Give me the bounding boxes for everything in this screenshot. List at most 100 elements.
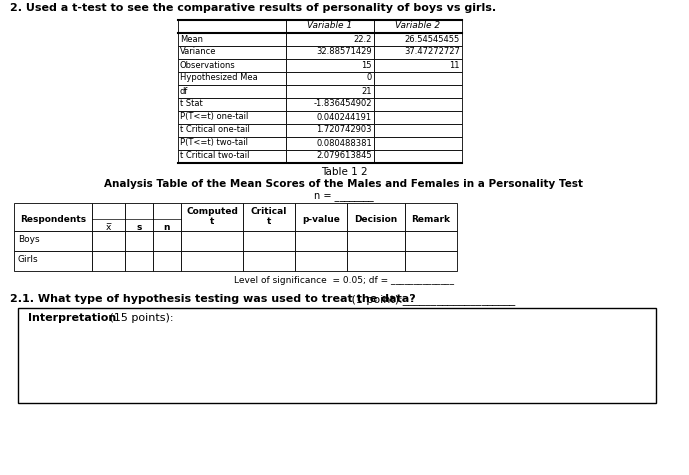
Text: Decision: Decision — [354, 216, 398, 225]
Text: t Stat: t Stat — [180, 99, 203, 108]
Text: Remark: Remark — [411, 216, 451, 225]
Bar — [178, 46, 286, 59]
Text: Mean: Mean — [180, 35, 203, 44]
Bar — [347, 251, 405, 271]
Bar — [178, 59, 286, 72]
Text: t: t — [267, 217, 271, 226]
Bar — [374, 150, 462, 163]
Text: 21: 21 — [362, 86, 372, 95]
Bar — [405, 231, 457, 251]
Text: Variance: Variance — [180, 48, 216, 57]
Bar — [286, 46, 374, 59]
Bar — [286, 72, 374, 85]
Bar — [178, 72, 286, 85]
Bar — [374, 20, 462, 33]
Text: Variable 2: Variable 2 — [395, 21, 440, 30]
Bar — [178, 124, 286, 137]
Text: Critical: Critical — [251, 207, 287, 216]
Text: x̅: x̅ — [106, 223, 111, 232]
Text: Interpretation: Interpretation — [28, 313, 116, 323]
Bar — [295, 203, 347, 231]
Text: Respondents: Respondents — [20, 216, 86, 225]
Bar — [374, 33, 462, 46]
Bar — [286, 98, 374, 111]
Text: (1 point):____________________: (1 point):____________________ — [348, 294, 515, 305]
Text: Computed: Computed — [186, 207, 238, 216]
Bar — [14, 251, 92, 271]
Text: 32.88571429: 32.88571429 — [316, 48, 372, 57]
Text: 15: 15 — [362, 60, 372, 69]
Bar — [178, 111, 286, 124]
Text: Variable 1: Variable 1 — [307, 21, 353, 30]
Text: 22.2: 22.2 — [353, 35, 372, 44]
Bar — [374, 124, 462, 137]
Bar — [181, 203, 243, 231]
Bar — [178, 85, 286, 98]
Bar — [125, 251, 153, 271]
Text: s: s — [136, 223, 142, 232]
Bar — [374, 85, 462, 98]
Bar — [178, 137, 286, 150]
Bar — [178, 150, 286, 163]
Text: t Critical two-tail: t Critical two-tail — [180, 152, 249, 161]
Text: Table 1 2: Table 1 2 — [320, 167, 367, 177]
Text: t: t — [210, 217, 214, 226]
Bar — [374, 137, 462, 150]
Bar — [181, 231, 243, 251]
Bar — [374, 72, 462, 85]
Bar — [178, 20, 286, 33]
Bar — [125, 231, 153, 251]
Bar — [243, 203, 295, 231]
Bar — [286, 59, 374, 72]
Bar — [405, 251, 457, 271]
Text: P(T<=t) two-tail: P(T<=t) two-tail — [180, 139, 248, 148]
Text: 2.1. What type of hypothesis testing was used to treat the data?: 2.1. What type of hypothesis testing was… — [10, 294, 415, 304]
Bar — [243, 231, 295, 251]
Bar — [243, 251, 295, 271]
Bar — [125, 203, 153, 231]
Bar — [286, 20, 374, 33]
Bar — [405, 203, 457, 231]
Text: 11: 11 — [449, 60, 460, 69]
Text: 0.080488381: 0.080488381 — [316, 139, 372, 148]
Text: 2.079613845: 2.079613845 — [316, 152, 372, 161]
Text: Observations: Observations — [180, 60, 236, 69]
Bar — [178, 33, 286, 46]
Bar — [286, 150, 374, 163]
Text: Girls: Girls — [18, 255, 39, 264]
Bar — [18, 308, 656, 403]
Bar — [14, 203, 92, 231]
Bar — [295, 231, 347, 251]
Text: 37.47272727: 37.47272727 — [404, 48, 460, 57]
Text: (15 points):: (15 points): — [106, 313, 174, 323]
Bar — [14, 231, 92, 251]
Text: 2. Used a t-test to see the comparative results of personality of boys vs girls.: 2. Used a t-test to see the comparative … — [10, 3, 496, 13]
Bar — [374, 111, 462, 124]
Bar — [92, 231, 125, 251]
Text: P(T<=t) one-tail: P(T<=t) one-tail — [180, 113, 248, 122]
Bar — [374, 46, 462, 59]
Bar — [347, 231, 405, 251]
Bar — [92, 203, 125, 231]
Text: Boys: Boys — [18, 235, 40, 244]
Bar — [153, 251, 181, 271]
Bar — [286, 33, 374, 46]
Bar — [295, 251, 347, 271]
Text: -1.836454902: -1.836454902 — [313, 99, 372, 108]
Bar — [286, 85, 374, 98]
Text: 0: 0 — [367, 74, 372, 83]
Text: Level of significance  = 0.05; df = ______________: Level of significance = 0.05; df = _____… — [234, 276, 454, 285]
Bar — [181, 251, 243, 271]
Bar — [153, 203, 181, 231]
Bar — [286, 137, 374, 150]
Bar — [286, 124, 374, 137]
Bar — [153, 231, 181, 251]
Bar — [374, 98, 462, 111]
Bar — [286, 111, 374, 124]
Text: t Critical one-tail: t Critical one-tail — [180, 125, 250, 134]
Text: Analysis Table of the Mean Scores of the Males and Females in a Personality Test: Analysis Table of the Mean Scores of the… — [105, 179, 584, 189]
Text: n = ________: n = ________ — [314, 191, 374, 201]
Bar — [347, 203, 405, 231]
Text: 0.040244191: 0.040244191 — [317, 113, 372, 122]
Text: n: n — [164, 223, 170, 232]
